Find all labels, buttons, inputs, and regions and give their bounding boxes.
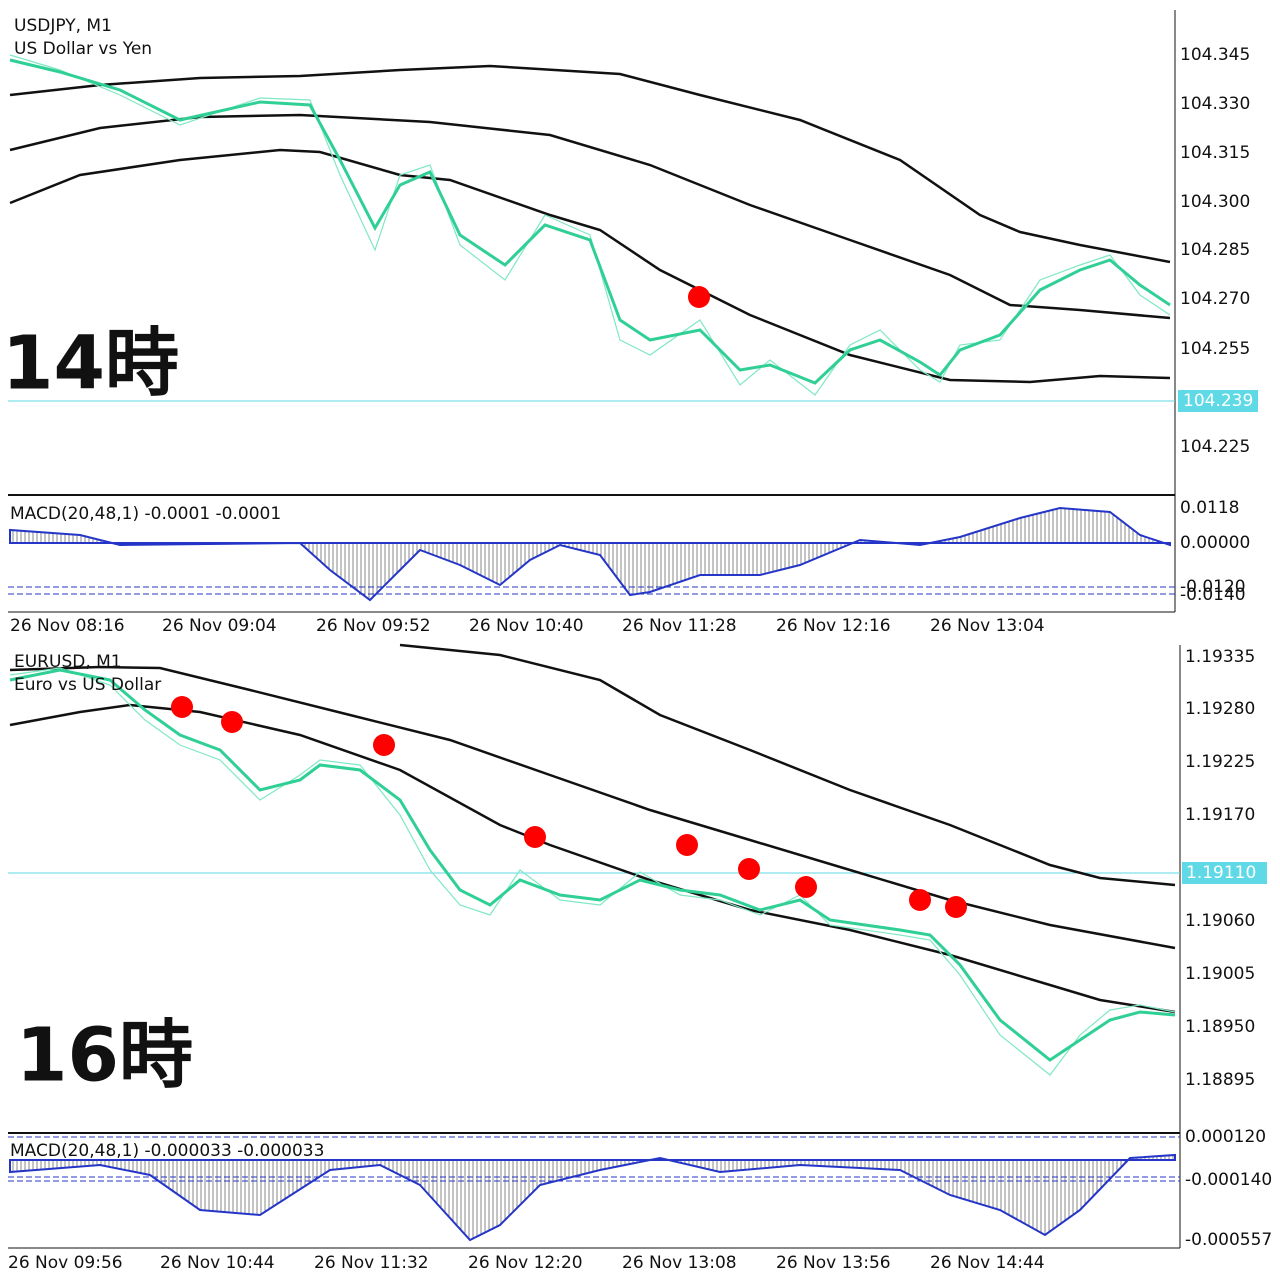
marker bbox=[688, 286, 710, 308]
time-label: 26 Nov 12:16 bbox=[776, 616, 891, 636]
price-label: 104.300 bbox=[1180, 192, 1250, 212]
macd-axis-label: -0.0120 bbox=[1180, 577, 1246, 597]
current-price-box bbox=[1178, 390, 1258, 412]
symbol: USDJPY, M1 bbox=[14, 16, 112, 36]
overlay-label: 16時 bbox=[16, 1013, 193, 1099]
overlay-label: 14時 bbox=[2, 321, 179, 407]
band-upper bbox=[399, 643, 1176, 887]
price-label: 104.330 bbox=[1180, 94, 1250, 114]
time-label: 26 Nov 12:20 bbox=[468, 1253, 583, 1273]
time-label: 26 Nov 08:16 bbox=[10, 616, 125, 636]
macd-axis-label: 0.0118 bbox=[1180, 498, 1239, 518]
price-label: 1.19060 bbox=[1185, 911, 1255, 931]
band-middle bbox=[9, 113, 1171, 320]
current-price: 1.19110 bbox=[1186, 863, 1256, 883]
marker bbox=[524, 826, 546, 848]
macd-label: MACD(20,48,1) -0.0001 -0.0001 bbox=[10, 504, 281, 524]
ma bbox=[9, 58, 1171, 385]
description: US Dollar vs Yen bbox=[14, 39, 152, 59]
price-label: 104.225 bbox=[1180, 437, 1250, 457]
band-lower bbox=[9, 148, 1171, 384]
marker bbox=[909, 889, 931, 911]
price-label: 1.19335 bbox=[1185, 647, 1255, 667]
marker bbox=[373, 734, 395, 756]
macd-axis-label: 0.00000 bbox=[1180, 533, 1250, 553]
price-label: 104.255 bbox=[1180, 339, 1250, 359]
price-label: 104.270 bbox=[1180, 289, 1250, 309]
time-label: 26 Nov 13:04 bbox=[930, 616, 1045, 636]
marker bbox=[171, 696, 193, 718]
macd-axis-label: -0.000557 bbox=[1185, 1230, 1272, 1250]
time-label: 26 Nov 13:08 bbox=[622, 1253, 737, 1273]
price-label: 104.315 bbox=[1180, 143, 1250, 163]
marker bbox=[221, 711, 243, 733]
price-label: 1.19280 bbox=[1185, 699, 1255, 719]
ma bbox=[9, 668, 1176, 1062]
time-label: 26 Nov 11:28 bbox=[622, 616, 737, 636]
marker bbox=[795, 876, 817, 898]
time-label: 26 Nov 10:44 bbox=[160, 1253, 275, 1273]
time-label: 26 Nov 09:56 bbox=[8, 1253, 123, 1273]
marker bbox=[738, 858, 760, 880]
time-label: 26 Nov 14:44 bbox=[930, 1253, 1045, 1273]
macd-axis-label: -0.000140 bbox=[1185, 1170, 1272, 1190]
macd-histogram bbox=[9, 1153, 1176, 1242]
price-label: 1.19005 bbox=[1185, 964, 1255, 984]
price-label: 1.18895 bbox=[1185, 1070, 1255, 1090]
time-label: 26 Nov 09:52 bbox=[316, 616, 431, 636]
time-label: 26 Nov 11:32 bbox=[314, 1253, 429, 1273]
price-label: 104.345 bbox=[1180, 45, 1250, 65]
description: Euro vs US Dollar bbox=[14, 675, 161, 695]
marker bbox=[676, 834, 698, 856]
current-price-box bbox=[1182, 862, 1267, 884]
time-label: 26 Nov 13:56 bbox=[776, 1253, 891, 1273]
band-lower bbox=[9, 703, 1176, 1014]
ma-fast bbox=[9, 54, 1171, 396]
macd-histogram bbox=[9, 506, 1171, 602]
price-label: 1.19225 bbox=[1185, 752, 1255, 772]
symbol: EURUSD, M1 bbox=[14, 652, 122, 672]
price-label: 104.285 bbox=[1180, 240, 1250, 260]
macd-axis-label: -0.0140 bbox=[1180, 585, 1246, 605]
price-label: 1.18950 bbox=[1185, 1017, 1255, 1037]
ma-fast bbox=[9, 667, 1176, 1076]
time-label: 26 Nov 09:04 bbox=[162, 616, 277, 636]
price-label: 1.19170 bbox=[1185, 805, 1255, 825]
marker bbox=[945, 896, 967, 918]
current-price: 104.239 bbox=[1183, 391, 1253, 411]
macd-axis-label: 0.000120 bbox=[1185, 1127, 1266, 1147]
band-upper bbox=[9, 64, 1171, 264]
markers bbox=[171, 696, 967, 918]
time-label: 26 Nov 10:40 bbox=[469, 616, 584, 636]
macd-label: MACD(20,48,1) -0.000033 -0.000033 bbox=[10, 1141, 324, 1161]
